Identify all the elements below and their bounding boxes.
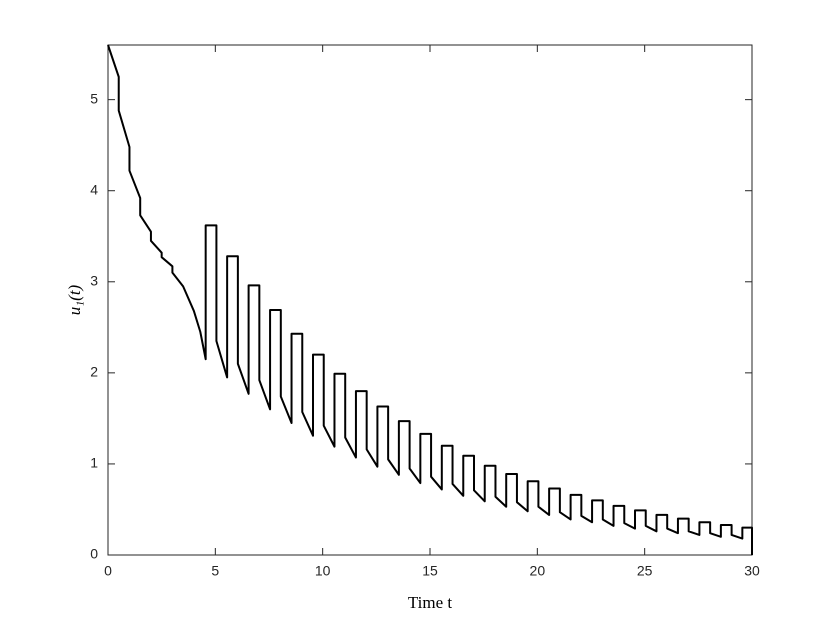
x-tick-label: 30 xyxy=(744,563,760,579)
axes-box xyxy=(107,44,753,556)
x-tick-label: 5 xyxy=(211,563,219,579)
y-tick-label: 0 xyxy=(90,546,98,562)
data-line xyxy=(107,44,753,555)
y-axis-label: u₁(t) xyxy=(65,284,84,315)
x-tick-label: 20 xyxy=(530,563,546,579)
y-tick-label: 1 xyxy=(90,455,98,471)
x-axis-label: Time t xyxy=(408,593,453,612)
y-tick-label: 4 xyxy=(90,181,98,197)
x-tick-label: 0 xyxy=(104,563,112,579)
y-tick-label: 2 xyxy=(90,364,98,380)
y-tick-label: 3 xyxy=(90,272,98,288)
x-tick-label: 10 xyxy=(315,563,331,579)
x-tick-label: 25 xyxy=(637,563,653,579)
y-tick-label: 5 xyxy=(90,90,98,106)
x-tick-label: 15 xyxy=(422,563,438,579)
